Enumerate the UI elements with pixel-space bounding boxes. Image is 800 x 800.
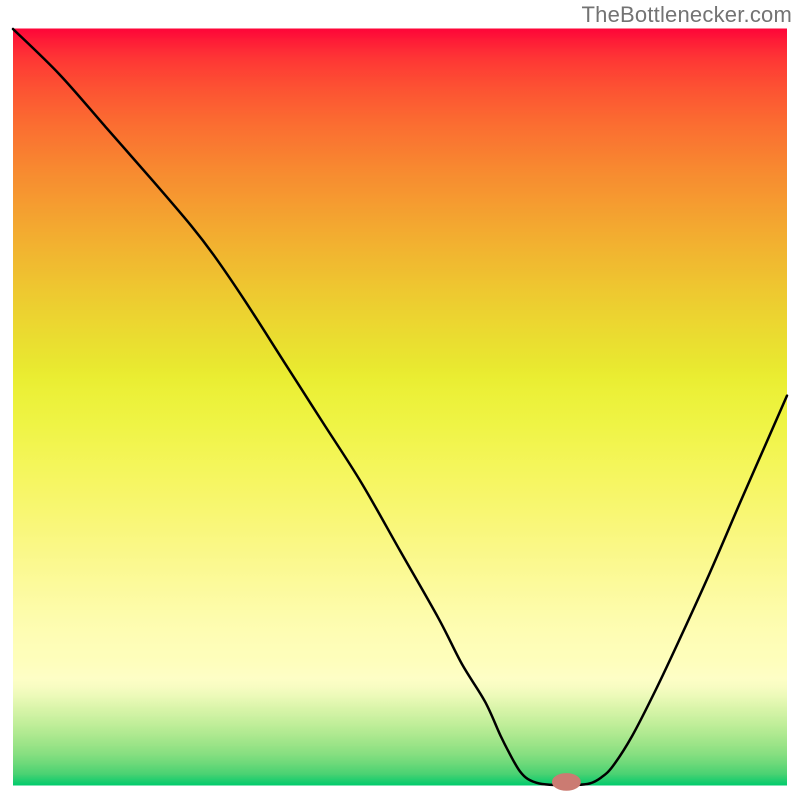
gradient-band	[13, 571, 787, 582]
gradient-band	[13, 87, 787, 98]
gradient-band	[13, 639, 787, 650]
gradient-band	[13, 387, 787, 398]
gradient-band	[13, 775, 787, 786]
gradient-band	[13, 77, 787, 88]
gradient-band	[13, 125, 787, 136]
gradient-band	[13, 746, 787, 757]
gradient-band	[13, 426, 787, 436]
gradient-band	[13, 252, 787, 263]
gradient-band	[13, 261, 787, 272]
gradient-band	[13, 620, 787, 631]
gradient-band	[13, 726, 787, 737]
gradient-band	[13, 668, 787, 679]
gradient-band	[13, 164, 787, 175]
gradient-band	[13, 630, 787, 641]
gradient-band	[13, 300, 787, 311]
gradient-band	[13, 290, 787, 301]
gradient-band	[13, 591, 787, 601]
gradient-band	[13, 533, 787, 543]
gradient-band	[13, 183, 787, 194]
gradient-band	[13, 106, 787, 116]
gradient-band	[13, 368, 787, 379]
gradient-band	[13, 242, 787, 253]
gradient-band	[13, 503, 787, 514]
bottleneck-chart	[0, 0, 800, 800]
gradient-band	[13, 600, 787, 611]
gradient-band	[13, 716, 787, 727]
gradient-band	[13, 698, 787, 708]
gradient-band	[13, 397, 787, 408]
gradient-band	[13, 280, 787, 291]
gradient-band	[13, 581, 787, 592]
gradient-band	[13, 174, 787, 185]
gradient-band	[13, 358, 787, 369]
gradient-band	[13, 678, 787, 689]
gradient-band	[13, 310, 787, 321]
gradient-band	[13, 155, 787, 165]
gradient-band	[13, 38, 787, 49]
gradient-band	[13, 688, 787, 699]
gradient-band	[13, 348, 787, 359]
optimal-point-marker	[552, 774, 580, 791]
gradient-band	[13, 213, 787, 223]
gradient-band	[13, 29, 787, 40]
gradient-band	[13, 320, 787, 330]
gradient-band	[13, 707, 787, 718]
gradient-band	[13, 378, 787, 388]
gradient-band	[13, 135, 787, 146]
gradient-band	[13, 610, 787, 621]
gradient-band	[13, 115, 787, 126]
gradient-band	[13, 329, 787, 340]
gradient-band	[13, 193, 787, 204]
gradient-band	[13, 523, 787, 534]
gradient-band	[13, 756, 787, 766]
gradient-band	[13, 552, 787, 563]
gradient-band	[13, 232, 787, 243]
gradient-band	[13, 445, 787, 456]
gradient-band	[13, 271, 787, 281]
gradient-band	[13, 407, 787, 418]
gradient-band	[13, 203, 787, 214]
gradient-band	[13, 765, 787, 776]
gradient-band	[13, 416, 787, 427]
gradient-band	[13, 338, 787, 349]
gradient-band	[13, 736, 787, 747]
gradient-band	[13, 222, 787, 233]
gradient-band	[13, 493, 787, 504]
gradient-band	[13, 561, 787, 572]
gradient-band	[13, 97, 787, 108]
gradient-band	[13, 455, 787, 466]
gradient-band	[13, 67, 787, 78]
gradient-band	[13, 484, 787, 494]
gradient-band	[13, 57, 787, 68]
gradient-band	[13, 465, 787, 476]
gradient-band	[13, 435, 787, 446]
gradient-band	[13, 48, 787, 58]
gradient-band	[13, 513, 787, 524]
gradient-band	[13, 475, 787, 486]
